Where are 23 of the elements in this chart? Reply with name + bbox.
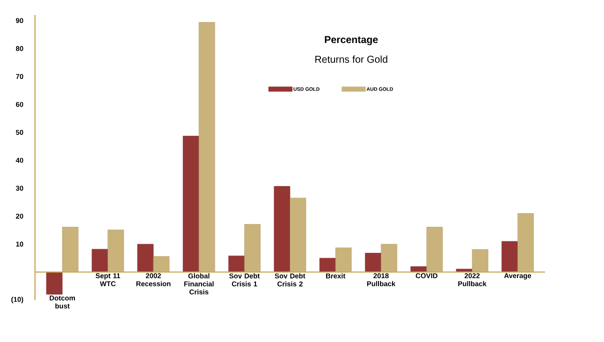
bar — [502, 241, 518, 272]
bar — [319, 258, 336, 272]
bar — [198, 22, 216, 272]
bar — [274, 186, 290, 272]
bar — [228, 256, 245, 272]
bar — [182, 136, 200, 272]
bar — [244, 224, 261, 272]
bar — [335, 248, 352, 272]
bar — [153, 256, 170, 272]
bar — [410, 266, 427, 272]
bar — [92, 248, 108, 272]
bar — [62, 226, 78, 272]
bar — [426, 226, 443, 272]
bar — [46, 272, 62, 295]
text: Returns for Gold — [315, 56, 388, 63]
bar — [290, 198, 306, 272]
bar — [364, 252, 382, 272]
bar — [137, 244, 154, 272]
text: Percentage — [324, 36, 378, 46]
bar — [472, 249, 488, 272]
bar — [518, 213, 534, 272]
bar — [108, 230, 124, 272]
bar — [380, 244, 398, 272]
